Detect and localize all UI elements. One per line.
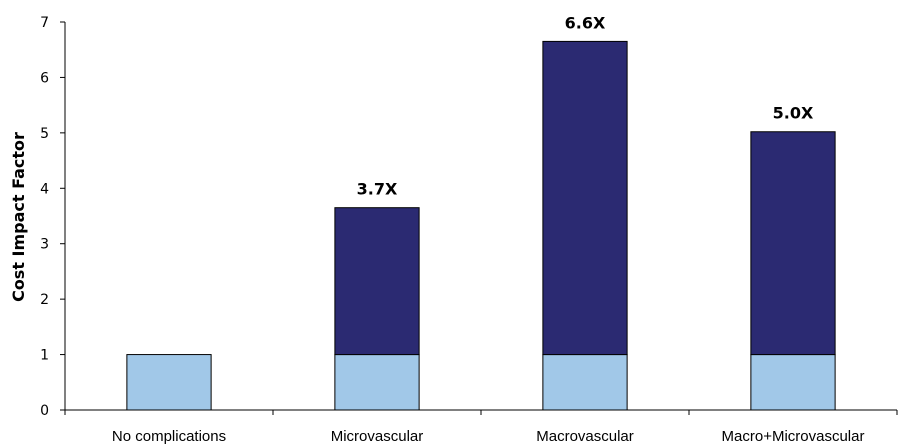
y-tick-label: 4 — [40, 181, 49, 197]
data-label: 6.6X — [565, 13, 606, 32]
y-tick-label: 7 — [40, 15, 49, 31]
bars — [126, 40, 836, 411]
bar-segment-2 — [750, 131, 836, 356]
y-tick-label: 6 — [40, 70, 49, 86]
labels: No complications Microvascular 3.7X Macrova… — [112, 13, 865, 444]
data-label: 5.0X — [773, 104, 814, 123]
y-tick-label: 1 — [40, 348, 49, 364]
y-tick-label: 5 — [40, 126, 49, 142]
bar-segment-2 — [334, 207, 420, 356]
y-tick-label: 2 — [40, 292, 49, 308]
bar-segment-1 — [542, 354, 628, 411]
x-tick-label: Macro+Microvascular — [722, 428, 865, 444]
x-tick-label: No complications — [112, 428, 226, 444]
x-tick-label: Macrovascular — [536, 428, 634, 444]
y-tick-label: 3 — [40, 237, 49, 253]
bar-segment-2 — [542, 40, 628, 356]
bar-segment-1 — [126, 354, 212, 411]
data-label: 3.7X — [357, 180, 398, 199]
y-tick-label: 0 — [40, 403, 49, 419]
x-tick-label: Microvascular — [331, 428, 424, 444]
y-axis-label: Cost Impact Factor — [9, 132, 28, 302]
bar-segment-1 — [334, 354, 420, 411]
bar-segment-1 — [750, 354, 836, 411]
